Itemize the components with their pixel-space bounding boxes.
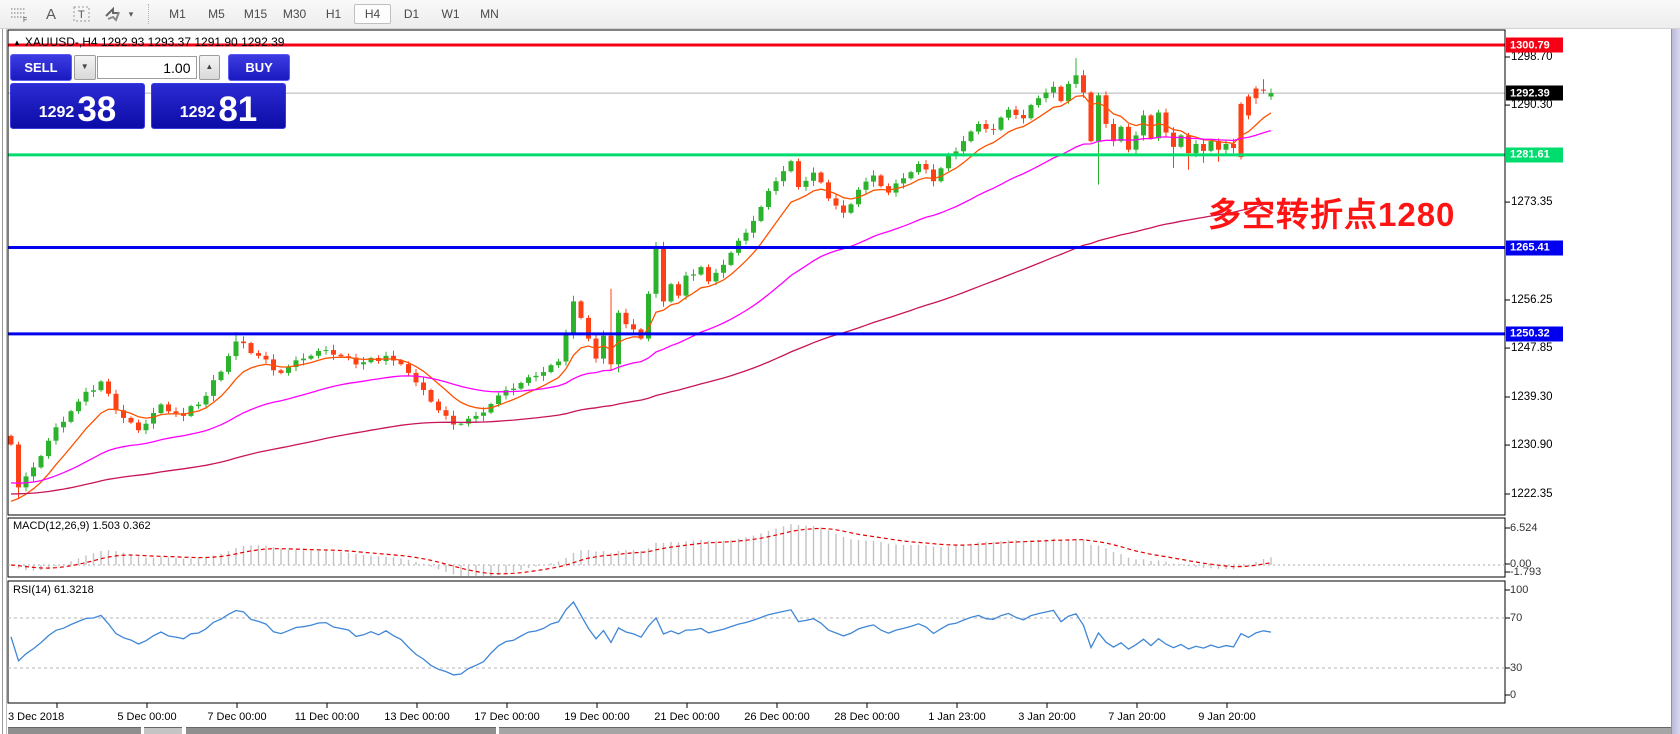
timeframe-bar: M1 M5 M15 M30 H1 H4 D1 W1 MN [158,4,509,24]
time-axis-label[interactable]: 11 Dec 00:00 [294,711,360,723]
macd-scale-label: 6.524 [1510,522,1538,534]
price-scale-label: 1273.35 [1511,196,1553,209]
timeframe-button-m30[interactable]: M30 [282,7,307,21]
time-axis-label[interactable]: 13 Dec 00:00 [384,711,450,723]
price-scale-label: 1247.85 [1511,342,1553,355]
time-axis-label[interactable]: 3 Dec 2018 [8,711,65,723]
panel-border [7,29,1506,516]
letter-a-icon[interactable]: A [45,5,56,23]
svg-text:T: T [78,9,85,21]
chart-annotation-text: 多空转折点1280 [1208,196,1456,233]
ma-slow-line [10,201,1272,495]
rsi-scale-label: 0 [1510,689,1517,701]
price-tag-1250.32: 1250.32 [1506,326,1563,342]
price-scale-label: 1298.70 [1511,51,1553,63]
time-axis-label[interactable]: 26 Dec 00:00 [744,711,810,723]
timeframe-button-d1[interactable]: D1 [403,7,420,21]
window-tab[interactable] [186,727,496,734]
buy-button[interactable]: BUY [228,54,290,81]
time-axis-label[interactable]: 19 Dec 00:00 [564,711,630,723]
symbol-header: ▲ XAUUSD-,H4 1292.93 1293.37 1291.90 1292… [13,35,284,49]
price-scale-label: 1290.30 [1511,99,1553,112]
time-axis-label[interactable]: 3 Jan 20:00 [1018,711,1076,723]
rsi-line [10,600,1272,676]
time-axis-label[interactable]: 9 Jan 20:00 [1198,711,1256,723]
sell-price-quote[interactable]: 1292 38 [10,83,145,129]
timeframe-button-m1[interactable]: M1 [169,7,186,21]
volume-increase-button[interactable]: ▲ [198,55,221,80]
time-axis-label[interactable]: 7 Jan 20:00 [1108,711,1166,723]
rsi-scale-label: 70 [1510,612,1523,624]
time-axis-label[interactable]: 5 Dec 00:00 [117,711,177,723]
timeframe-button-h1[interactable]: H1 [325,7,342,21]
macd-histogram [17,524,1272,576]
volume-input[interactable] [96,56,197,79]
price-levels-icon[interactable]: F [9,4,31,24]
panel-border [7,580,1506,704]
sell-price-major: 1292 [38,104,75,121]
timeframe-button-m15[interactable]: M15 [243,7,268,21]
timeframe-button-mn[interactable]: MN [480,7,499,21]
text-label-icon[interactable]: T [71,4,93,24]
symbol-ohlc-text: XAUUSD-,H4 1292.93 1293.37 1291.90 1292.… [24,35,285,49]
timeframe-button-h4[interactable]: H4 [354,4,391,24]
sell-button[interactable]: SELL [10,54,72,81]
price-tag-1281.61: 1281.61 [1506,147,1563,163]
timeframe-button-m5[interactable]: M5 [208,7,225,21]
trade-panel: SELL ▼ ▲ BUY 1292 38 1292 81 [10,54,290,129]
price-scale-label: 1256.25 [1511,293,1553,306]
window-tab[interactable] [144,727,182,734]
sell-price-minor: 38 [77,89,117,129]
window-scrollbar-strip [1671,28,1680,734]
window-tab[interactable] [499,727,1672,734]
panel-border [7,517,1506,578]
toolbar-separator [148,4,150,24]
rsi-label: RSI(14) 61.3218 [13,584,94,596]
timeframe-button-w1[interactable]: W1 [441,7,460,21]
price-scale-label: 1222.35 [1511,488,1553,500]
time-axis-label[interactable]: 21 Dec 00:00 [654,711,720,723]
time-axis-label[interactable]: 1 Jan 23:00 [928,711,986,723]
buy-price-quote[interactable]: 1292 81 [151,83,286,129]
ma-fast-line [10,94,1272,502]
macd-scale-label: -1.793 [1510,566,1542,578]
macd-label: MACD(12,26,9) 1.503 0.362 [13,520,151,532]
rsi-scale-label: 30 [1510,662,1523,674]
time-axis-label[interactable]: 7 Dec 00:00 [207,711,267,723]
price-tag-1300.79: 1300.79 [1506,37,1563,53]
macd-scale-label: 0.00 [1510,558,1532,570]
price-tag-1265.41: 1265.41 [1506,240,1563,256]
rsi-scale-label: 100 [1510,584,1529,596]
symbol-marker-icon: ▲ [13,38,21,47]
svg-text:F: F [23,17,27,22]
macd-signal-line [10,527,1272,575]
time-axis-label[interactable]: 17 Dec 00:00 [474,711,540,723]
price-tag-1292.39: 1292.39 [1506,85,1563,101]
time-axis-label[interactable]: 28 Dec 00:00 [834,711,900,723]
price-scale-label: 1239.30 [1511,390,1553,403]
volume-decrease-button[interactable]: ▼ [73,55,96,80]
buy-price-major: 1292 [179,104,216,121]
toolbar: F A T ▾ M1 M5 M15 M30 H1 H4 D1 W1 MN [0,0,1680,29]
buy-price-minor: 81 [218,89,258,129]
arrange-arrows-icon[interactable] [102,4,124,24]
price-scale-label: 1230.90 [1511,439,1553,452]
window-tab[interactable] [8,727,141,734]
dropdown-caret-icon[interactable]: ▾ [128,8,134,19]
